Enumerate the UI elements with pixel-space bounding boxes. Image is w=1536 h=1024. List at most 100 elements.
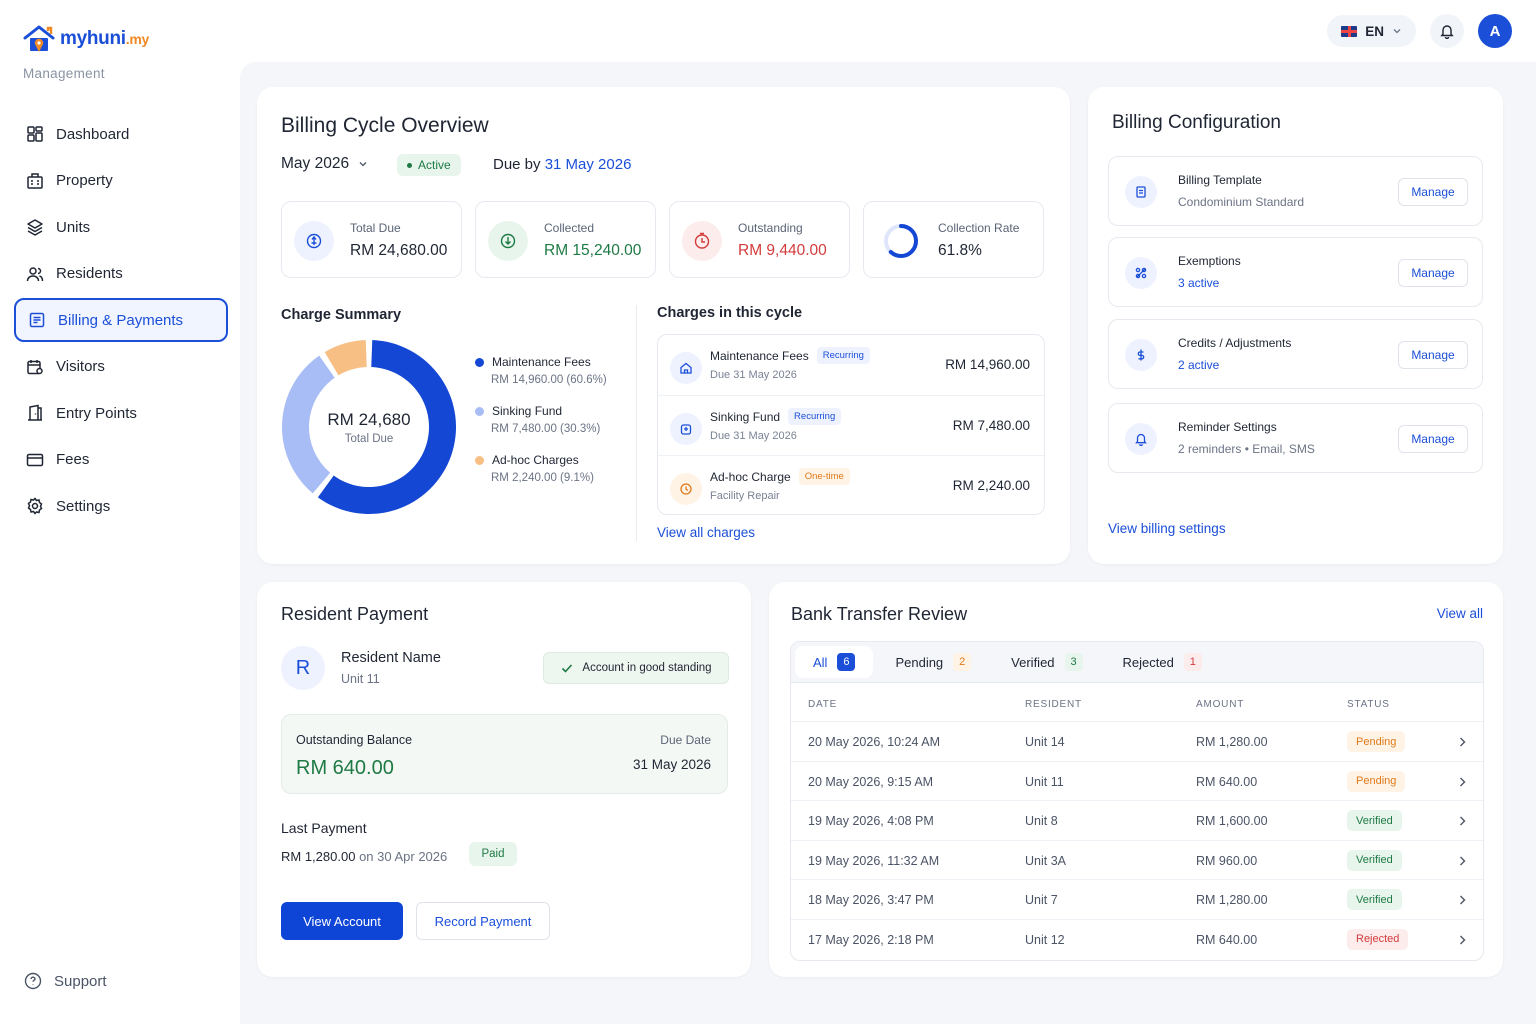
table-row[interactable]: 19 May 2026, 4:08 PM Unit 8 RM 1,600.00 Ver… [791, 801, 1483, 841]
chevron-right-icon[interactable] [1457, 855, 1467, 867]
manage-button[interactable]: Manage [1398, 259, 1468, 287]
count-badge: 2 [953, 653, 972, 671]
manage-button[interactable]: Manage [1398, 425, 1468, 453]
charge-row[interactable]: Ad-hoc Charge One-time Facility Repair RM… [658, 455, 1044, 515]
table-row[interactable]: 19 May 2026, 11:32 AM Unit 3A RM 960.00 Ver… [791, 841, 1483, 881]
chevron-right-icon[interactable] [1457, 736, 1467, 748]
sidebar-item-billing-payments[interactable]: Billing & Payments [14, 298, 228, 342]
view-account-button[interactable]: View Account [281, 902, 403, 940]
tab-pending[interactable]: Pending 2 [877, 646, 989, 678]
charge-sub: Due 31 May 2026 [710, 369, 797, 381]
gear-icon [27, 497, 43, 515]
row-amount: RM 1,600.00 [1196, 814, 1268, 829]
record-payment-button[interactable]: Record Payment [416, 902, 550, 940]
chevron-right-icon[interactable] [1457, 776, 1467, 788]
paid-badge: Paid [469, 842, 517, 866]
charge-tag: One-time [798, 468, 850, 485]
config-title: Billing Configuration [1112, 112, 1281, 133]
config-sub: 2 active [1178, 358, 1220, 372]
resident-title: Resident Payment [281, 604, 429, 624]
table-row[interactable]: 20 May 2026, 10:24 AM Unit 14 RM 1,280.00 P… [791, 722, 1483, 762]
language-label: EN [1365, 23, 1384, 39]
donut-slice-1 [317, 340, 456, 514]
manage-button[interactable]: Manage [1398, 178, 1468, 206]
period-selector[interactable]: May 2026 [281, 155, 369, 173]
donut-caption: Total Due [344, 432, 394, 445]
tab-all[interactable]: All 6 [795, 646, 874, 678]
status-tabs: All 6 Pending 2 Verified 3 Rejected 1 [791, 642, 1483, 682]
charges-cycle-title: Charges in this cycle [657, 305, 803, 321]
sidebar-item-fees[interactable]: Fees [14, 438, 228, 482]
view-billing-settings-link[interactable]: View billing settings [1108, 521, 1226, 536]
sidebar-item-label: Entry Points [56, 404, 137, 422]
config-sub: 3 active [1178, 276, 1220, 290]
legend-dot [475, 455, 484, 465]
chevron-right-icon[interactable] [1457, 894, 1467, 906]
view-all-transfers-link[interactable]: View all [1436, 606, 1483, 621]
section-divider [636, 305, 637, 541]
sidebar-item-label: Residents [56, 265, 123, 282]
legend-dot [475, 406, 484, 416]
sidebar-item-label: Settings [56, 497, 111, 515]
status-badge: Verified [1347, 889, 1402, 911]
charge-donut-chart: RM 24,680 Total Due [281, 339, 457, 515]
sidebar-item-label: Visitors [56, 358, 105, 375]
sidebar-item-dashboard[interactable]: Dashboard [14, 112, 228, 156]
legend-value: RM 7,480.00 (30.3%) [491, 423, 601, 435]
chevron-right-icon[interactable] [1457, 815, 1467, 827]
row-date: 20 May 2026, 9:15 AM [808, 774, 934, 789]
chevron-down-icon [359, 162, 367, 167]
language-selector[interactable]: EN [1327, 15, 1416, 47]
legend-name: Maintenance Fees [492, 355, 591, 369]
row-date: 20 May 2026, 10:24 AM [808, 735, 941, 749]
due-date-label: Due Date [660, 733, 711, 747]
charge-row[interactable]: Maintenance Fees Recurring Due 31 May 202… [658, 335, 1044, 395]
sidebar-item-entry-points[interactable]: Entry Points [14, 391, 228, 435]
last-payment-label: Last Payment [281, 820, 367, 836]
table-row[interactable]: 17 May 2026, 2:18 PM Unit 12 RM 640.00 Reje… [791, 920, 1483, 960]
status-badge: Pending [1347, 731, 1406, 752]
col-amount: AMOUNT [1196, 699, 1245, 710]
config-sub: Condominium Standard [1178, 195, 1305, 209]
help-circle-icon [24, 972, 42, 990]
bank-transfer-review-card: Bank Transfer Review View all All 6 Pendi… [769, 582, 1503, 977]
period-label: May 2026 [281, 155, 350, 172]
table-row[interactable]: 18 May 2026, 3:47 PM Unit 7 RM 1,280.00 Ver… [791, 880, 1483, 920]
support-link[interactable]: Support [24, 972, 107, 990]
sidebar-item-units[interactable]: Units [14, 205, 228, 249]
sidebar-item-property[interactable]: Property [14, 159, 228, 203]
charge-row[interactable]: Sinking Fund Recurring Due 31 May 2026 RM… [658, 395, 1044, 455]
charge-amount: RM 7,480.00 [952, 418, 1030, 433]
charge-name: Maintenance Fees [710, 348, 809, 363]
sidebar-item-label: Dashboard [56, 125, 130, 143]
sidebar-item-label: Units [56, 218, 91, 236]
row-resident: Unit 14 [1025, 735, 1065, 749]
sidebar-item-settings[interactable]: Settings [14, 484, 228, 528]
tab-rejected[interactable]: Rejected 1 [1105, 646, 1220, 678]
config-exemptions: Exemptions 3 active Manage [1108, 237, 1483, 307]
sidebar-item-visitors[interactable]: Visitors [14, 345, 228, 389]
sidebar-nav: Dashboard Property Units Residents Billi… [14, 112, 228, 531]
config-billing-template: Billing Template Condominium Standard Ma… [1108, 156, 1483, 226]
view-all-charges-link[interactable]: View all charges [657, 525, 756, 540]
config-credits-adjustments: Credits / Adjustments 2 active Manage [1108, 319, 1483, 389]
row-date: 18 May 2026, 3:47 PM [808, 893, 934, 908]
count-badge: 6 [837, 653, 856, 671]
check-icon [562, 664, 573, 673]
notifications-button[interactable] [1430, 14, 1464, 48]
house-pin-logo-icon [23, 25, 55, 52]
status-dot [407, 162, 412, 168]
charge-amount: RM 14,960.00 [945, 357, 1030, 372]
manage-button[interactable]: Manage [1398, 341, 1468, 369]
sidebar-item-residents[interactable]: Residents [14, 252, 228, 296]
legend-name: Ad-hoc Charges [492, 453, 579, 467]
logo[interactable]: myhuni.my [22, 24, 149, 54]
user-avatar[interactable]: A [1478, 14, 1512, 48]
chevron-right-icon[interactable] [1457, 934, 1467, 946]
charge-tag: Recurring [788, 408, 842, 425]
charge-name: Sinking Fund [710, 409, 781, 424]
table-row[interactable]: 20 May 2026, 9:15 AM Unit 11 RM 640.00 Pend… [791, 762, 1483, 802]
tab-verified[interactable]: Verified 3 [993, 646, 1100, 678]
sidebar: myhuni.my Management Dashboard Property … [0, 0, 240, 1024]
resident-payment-card: Resident Payment R Resident Name Unit 11… [257, 582, 751, 977]
